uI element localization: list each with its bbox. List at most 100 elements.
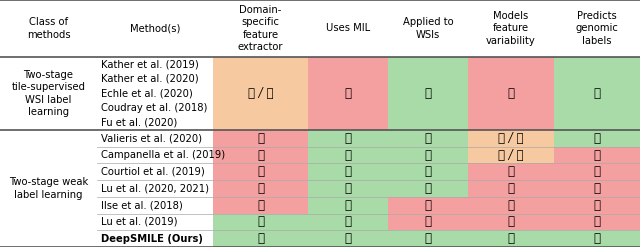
Bar [388,57,468,130]
Text: ✓: ✓ [424,182,431,195]
Bar [213,130,308,147]
Bar [213,164,308,180]
Bar [554,57,640,130]
Bar [213,197,308,214]
Text: ✓: ✓ [424,149,431,162]
Text: ✓: ✓ [257,232,264,245]
Text: ✓ / ✗: ✓ / ✗ [248,87,273,100]
Bar [308,197,388,214]
Bar [554,197,640,214]
Text: ✗: ✗ [257,149,264,162]
Bar [213,147,308,164]
Text: ✗: ✗ [593,165,600,178]
Text: ✓: ✓ [593,87,600,100]
Text: ✗: ✗ [508,182,515,195]
Text: ✗: ✗ [593,149,600,162]
Text: ✗: ✗ [257,132,264,145]
Bar [388,197,468,214]
Bar [388,147,468,164]
Text: ✗: ✗ [508,199,515,212]
Bar [468,230,554,247]
Text: ✓: ✓ [344,232,351,245]
Text: ✗: ✗ [593,199,600,212]
Bar [213,230,308,247]
Text: ✓: ✓ [593,132,600,145]
Text: ✗: ✗ [344,87,351,100]
Bar [388,180,468,197]
Text: Applied to
WSIs: Applied to WSIs [403,17,453,40]
Text: ✗: ✗ [593,182,600,195]
Bar [468,164,554,180]
Text: Two-stage weak
label learning: Two-stage weak label learning [9,177,88,200]
Bar [468,130,554,147]
Bar [468,57,554,130]
Bar [388,164,468,180]
Text: ✗: ✗ [424,215,431,228]
Text: Campanella et al. (2019): Campanella et al. (2019) [101,150,225,160]
Text: ✗: ✗ [508,87,515,100]
Bar [308,230,388,247]
Text: ✓: ✓ [593,232,600,245]
Bar [308,164,388,180]
Bar [388,130,468,147]
Bar [308,147,388,164]
Text: ✗: ✗ [257,165,264,178]
Text: ✓: ✓ [424,87,431,100]
Bar [308,57,388,130]
Bar [308,130,388,147]
Text: ✓: ✓ [344,132,351,145]
Bar [388,214,468,230]
Text: Fu et al. (2020): Fu et al. (2020) [101,118,177,128]
Text: Kather et al. (2020): Kather et al. (2020) [101,74,198,84]
Text: ✗: ✗ [508,215,515,228]
Text: ✓: ✓ [424,165,431,178]
Text: Kather et al. (2019): Kather et al. (2019) [101,59,199,69]
Bar [213,180,308,197]
Text: ✓ / ✗: ✓ / ✗ [499,149,524,162]
Text: Lu et al. (2019): Lu et al. (2019) [101,217,177,227]
Text: ✗: ✗ [508,165,515,178]
Text: ✓: ✓ [344,182,351,195]
Text: Method(s): Method(s) [130,23,180,34]
Text: ✗: ✗ [424,199,431,212]
Text: ✓: ✓ [257,215,264,228]
Text: Two-stage
tile-supervised
WSI label
learning: Two-stage tile-supervised WSI label lear… [12,70,86,117]
Bar [468,214,554,230]
Text: ✓: ✓ [424,232,431,245]
Text: ✓: ✓ [344,149,351,162]
Text: Domain-
specific
feature
extractor: Domain- specific feature extractor [237,5,284,52]
Text: Echle et al. (2020): Echle et al. (2020) [101,88,193,99]
Text: ✓: ✓ [344,165,351,178]
Bar [554,214,640,230]
Text: Class of
methods: Class of methods [27,17,70,40]
Text: Uses MIL: Uses MIL [326,23,370,34]
Bar [388,230,468,247]
Text: ✓: ✓ [508,232,515,245]
Text: Models
feature
variability: Models feature variability [486,11,536,46]
Bar [308,214,388,230]
Text: ✗: ✗ [593,215,600,228]
Text: DeepSMILE (Ours): DeepSMILE (Ours) [101,234,203,244]
Bar [554,164,640,180]
Text: Ilse et al. (2018): Ilse et al. (2018) [101,200,183,210]
Text: Predicts
genomic
labels: Predicts genomic labels [575,11,618,46]
Bar [213,214,308,230]
Text: ✗: ✗ [257,199,264,212]
Text: Courtiol et al. (2019): Courtiol et al. (2019) [101,167,205,177]
Bar [468,147,554,164]
Text: ✓ / ✗: ✓ / ✗ [499,132,524,145]
Text: Coudray et al. (2018): Coudray et al. (2018) [101,103,207,113]
Text: Valieris et al. (2020): Valieris et al. (2020) [101,133,202,143]
Text: ✓: ✓ [344,199,351,212]
Bar [468,180,554,197]
Bar [554,130,640,147]
Text: ✓: ✓ [424,132,431,145]
Text: ✗: ✗ [257,182,264,195]
Text: ✓: ✓ [344,215,351,228]
Bar [554,230,640,247]
Bar [308,180,388,197]
Bar [554,147,640,164]
Bar [468,197,554,214]
Bar [213,57,308,130]
Bar [554,180,640,197]
